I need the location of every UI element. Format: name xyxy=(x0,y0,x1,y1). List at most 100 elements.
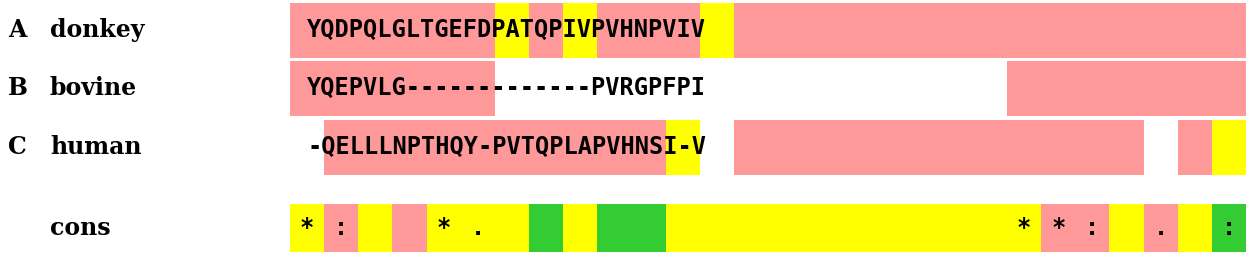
Bar xyxy=(1109,2,1143,58)
Bar xyxy=(1041,119,1076,175)
Bar xyxy=(598,2,631,58)
Bar xyxy=(1076,2,1109,58)
Bar xyxy=(802,119,836,175)
Bar xyxy=(495,2,529,58)
Bar xyxy=(1041,61,1076,115)
Bar xyxy=(427,2,461,58)
Bar xyxy=(1178,119,1212,175)
Bar xyxy=(495,119,529,175)
Text: cons: cons xyxy=(50,216,111,240)
Bar xyxy=(392,204,427,252)
Text: YQEPVLG-------------PVRGPFPI: YQEPVLG-------------PVRGPFPI xyxy=(307,76,706,100)
Bar xyxy=(461,119,495,175)
Bar xyxy=(461,204,495,252)
Bar xyxy=(1007,204,1041,252)
Bar xyxy=(905,2,938,58)
Bar xyxy=(324,2,358,58)
Bar xyxy=(392,119,427,175)
Bar xyxy=(290,2,324,58)
Bar xyxy=(1109,61,1143,115)
Bar xyxy=(1178,61,1212,115)
Bar xyxy=(290,61,324,115)
Bar xyxy=(529,2,563,58)
Text: human: human xyxy=(50,135,141,159)
Text: *: * xyxy=(437,216,451,240)
Bar xyxy=(598,204,631,252)
Bar xyxy=(358,204,392,252)
Bar xyxy=(358,119,392,175)
Bar xyxy=(665,2,700,58)
Bar xyxy=(1076,119,1109,175)
Bar xyxy=(836,204,870,252)
Bar xyxy=(938,119,973,175)
Bar xyxy=(700,204,734,252)
Bar xyxy=(734,204,768,252)
Bar xyxy=(1212,204,1246,252)
Bar xyxy=(870,2,905,58)
Bar xyxy=(938,2,973,58)
Bar xyxy=(358,2,392,58)
Bar xyxy=(870,119,905,175)
Bar xyxy=(290,204,324,252)
Bar xyxy=(1109,119,1143,175)
Text: *: * xyxy=(1051,216,1066,240)
Bar xyxy=(324,119,358,175)
Bar xyxy=(1007,2,1041,58)
Bar xyxy=(802,2,836,58)
Bar xyxy=(1076,61,1109,115)
Bar xyxy=(427,119,461,175)
Bar xyxy=(1076,204,1109,252)
Bar xyxy=(324,61,358,115)
Bar xyxy=(768,119,802,175)
Bar xyxy=(768,204,802,252)
Bar xyxy=(631,2,665,58)
Bar xyxy=(563,119,598,175)
Bar xyxy=(665,119,700,175)
Bar xyxy=(1212,2,1246,58)
Bar xyxy=(1143,61,1178,115)
Bar xyxy=(973,204,1007,252)
Bar xyxy=(427,61,461,115)
Bar xyxy=(836,119,870,175)
Text: B: B xyxy=(7,76,27,100)
Bar xyxy=(836,2,870,58)
Text: -QELLLNPTHQY-PVTQPLAPVHNSI-V: -QELLLNPTHQY-PVTQPLAPVHNSI-V xyxy=(307,135,706,159)
Bar xyxy=(631,119,665,175)
Bar xyxy=(665,204,700,252)
Bar xyxy=(1143,204,1178,252)
Bar xyxy=(1143,2,1178,58)
Bar xyxy=(495,204,529,252)
Bar xyxy=(563,204,598,252)
Text: :: : xyxy=(334,216,348,240)
Bar xyxy=(631,204,665,252)
Text: A: A xyxy=(7,18,26,42)
Bar xyxy=(461,61,495,115)
Bar xyxy=(1178,204,1212,252)
Text: donkey: donkey xyxy=(50,18,145,42)
Bar xyxy=(461,2,495,58)
Bar xyxy=(324,204,358,252)
Bar xyxy=(1007,61,1041,115)
Text: *: * xyxy=(1017,216,1031,240)
Bar xyxy=(973,119,1007,175)
Bar xyxy=(1007,119,1041,175)
Bar xyxy=(1041,2,1076,58)
Bar xyxy=(905,204,938,252)
Text: *: * xyxy=(300,216,314,240)
Text: :: : xyxy=(1086,216,1099,240)
Bar xyxy=(1178,2,1212,58)
Text: YQDPQLGLTGEFDPATQPIVPVHNPVIV: YQDPQLGLTGEFDPATQPIVPVHNPVIV xyxy=(307,18,706,42)
Bar xyxy=(392,2,427,58)
Bar xyxy=(598,119,631,175)
Bar xyxy=(734,119,768,175)
Text: C: C xyxy=(7,135,26,159)
Bar xyxy=(802,204,836,252)
Bar xyxy=(768,2,802,58)
Bar xyxy=(529,119,563,175)
Bar xyxy=(870,204,905,252)
Text: :: : xyxy=(1222,216,1236,240)
Text: .: . xyxy=(470,216,485,240)
Bar xyxy=(938,204,973,252)
Bar xyxy=(700,2,734,58)
Bar xyxy=(1041,204,1076,252)
